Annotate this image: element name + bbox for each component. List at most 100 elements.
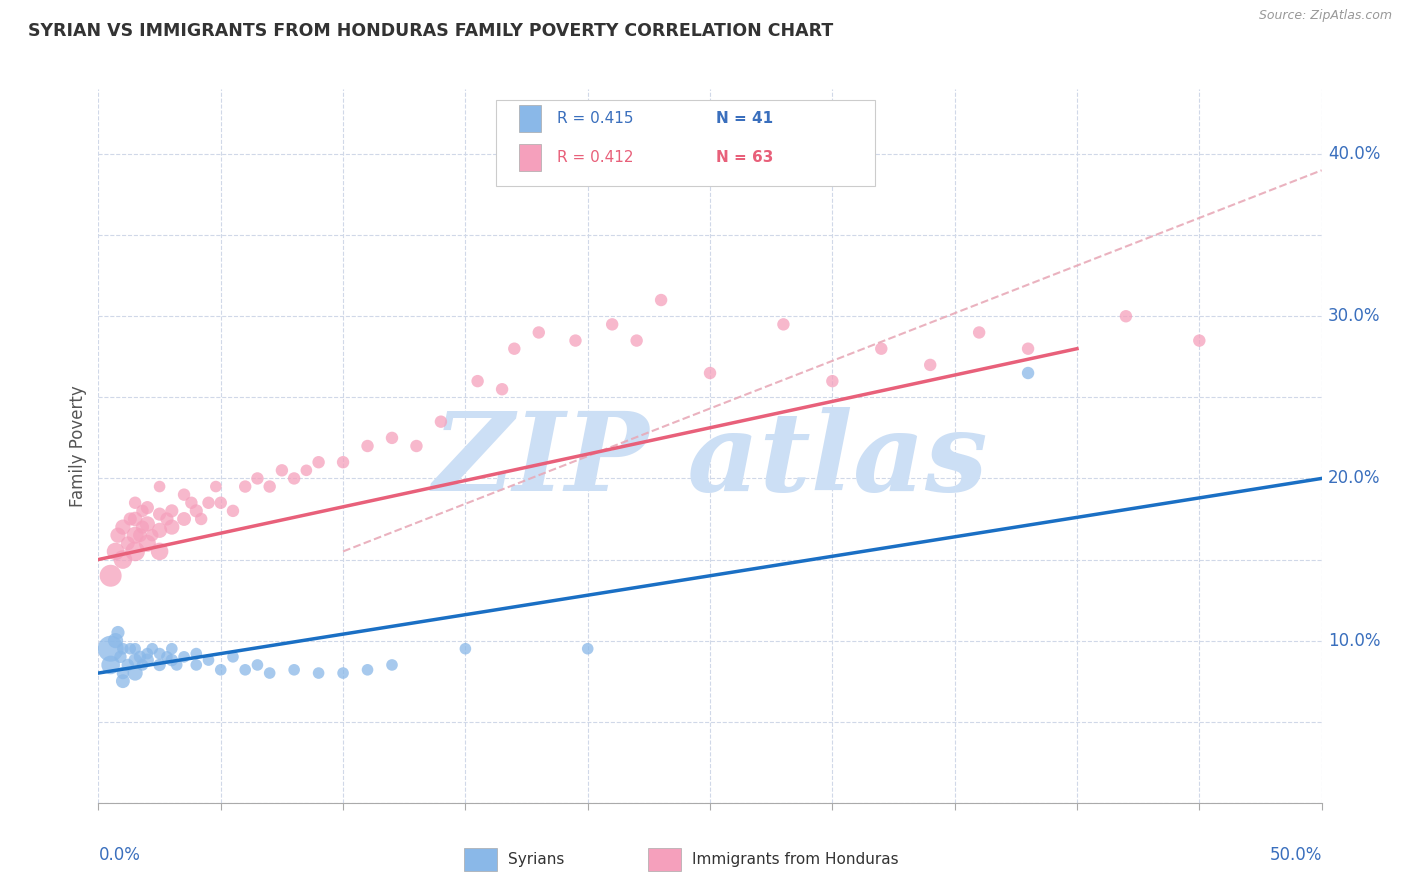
Point [120, 641, 142, 656]
Point [117, 536, 139, 550]
Point [136, 653, 159, 667]
Point [124, 496, 146, 510]
Point [149, 657, 172, 672]
Point [454, 641, 477, 656]
Point [332, 666, 354, 681]
Text: 50.0%: 50.0% [1270, 846, 1322, 863]
Text: 0.0%: 0.0% [98, 846, 141, 863]
Point [821, 374, 844, 388]
Point [131, 504, 153, 518]
Point [160, 641, 183, 656]
Point [246, 471, 269, 485]
Point [180, 496, 202, 510]
Point [1188, 334, 1211, 348]
Point [222, 649, 245, 664]
Point [156, 512, 179, 526]
Text: Immigrants from Honduras: Immigrants from Honduras [692, 853, 898, 867]
Point [149, 524, 172, 538]
Point [173, 488, 195, 502]
Point [381, 657, 404, 672]
Point [129, 649, 152, 664]
Point [124, 528, 146, 542]
Point [173, 512, 195, 526]
Point [259, 666, 281, 681]
Point [186, 647, 208, 661]
FancyBboxPatch shape [496, 100, 875, 186]
Point [120, 512, 142, 526]
Point [100, 657, 122, 672]
Point [186, 657, 208, 672]
Point [564, 334, 586, 348]
Point [467, 374, 489, 388]
Point [110, 649, 132, 664]
Point [295, 463, 318, 477]
Text: SYRIAN VS IMMIGRANTS FROM HONDURAS FAMILY POVERTY CORRELATION CHART: SYRIAN VS IMMIGRANTS FROM HONDURAS FAMIL… [28, 22, 834, 40]
Text: 40.0%: 40.0% [1327, 145, 1381, 163]
Point [111, 666, 134, 681]
Point [100, 568, 122, 582]
Point [136, 647, 159, 661]
Text: R = 0.412: R = 0.412 [557, 150, 634, 165]
Point [246, 657, 269, 672]
Point [527, 326, 550, 340]
Point [283, 663, 305, 677]
Point [405, 439, 427, 453]
Text: R = 0.415: R = 0.415 [557, 111, 634, 126]
Point [308, 455, 330, 469]
Point [491, 382, 513, 396]
Point [131, 520, 153, 534]
Point [124, 544, 146, 558]
Point [381, 431, 404, 445]
Point [136, 500, 159, 515]
Point [920, 358, 942, 372]
Text: N = 63: N = 63 [716, 150, 773, 165]
Point [205, 479, 228, 493]
Point [197, 653, 219, 667]
Point [356, 663, 378, 677]
Point [141, 528, 163, 542]
Point [124, 512, 146, 526]
Y-axis label: Family Poverty: Family Poverty [69, 385, 87, 507]
Point [430, 415, 453, 429]
Point [222, 504, 245, 518]
Point [870, 342, 893, 356]
Point [650, 293, 672, 307]
Text: 20.0%: 20.0% [1327, 469, 1381, 487]
Point [967, 326, 990, 340]
Point [626, 334, 648, 348]
Point [149, 647, 172, 661]
Point [124, 653, 146, 667]
Point [111, 641, 134, 656]
Point [136, 516, 159, 531]
Point [283, 471, 305, 485]
Point [149, 479, 172, 493]
Point [1017, 366, 1039, 380]
Point [104, 633, 127, 648]
Text: Syrians: Syrians [508, 853, 565, 867]
Point [699, 366, 721, 380]
Point [160, 520, 183, 534]
Point [233, 479, 256, 493]
Point [772, 318, 794, 332]
Point [209, 663, 232, 677]
FancyBboxPatch shape [519, 105, 541, 132]
Text: ZIP atlas: ZIP atlas [432, 407, 988, 514]
Point [186, 504, 208, 518]
Point [308, 666, 330, 681]
Point [149, 544, 172, 558]
Point [332, 455, 354, 469]
Point [173, 649, 195, 664]
Text: 10.0%: 10.0% [1327, 632, 1381, 649]
Point [233, 663, 256, 677]
Point [356, 439, 378, 453]
Point [1017, 342, 1039, 356]
Point [136, 536, 159, 550]
Point [124, 666, 146, 681]
Point [149, 507, 172, 521]
Point [190, 512, 212, 526]
Point [600, 318, 623, 332]
FancyBboxPatch shape [464, 848, 498, 871]
Point [1115, 310, 1137, 324]
Point [156, 649, 179, 664]
Point [197, 496, 219, 510]
